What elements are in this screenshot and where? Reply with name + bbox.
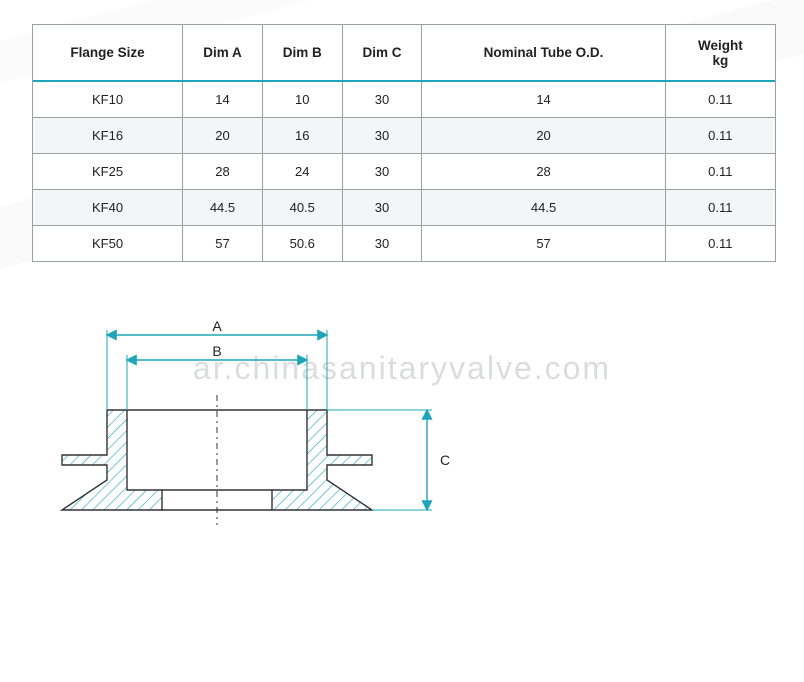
cell: 0.11 (665, 117, 775, 153)
cell: 28 (183, 153, 263, 189)
header-row: Flange Size Dim A Dim B Dim C Nominal Tu… (33, 25, 775, 81)
cell: 0.11 (665, 81, 775, 117)
dim-label-a: A (212, 318, 222, 334)
th-weight: Weightkg (665, 25, 775, 81)
th-flange-size: Flange Size (33, 25, 183, 81)
table-row: KF10 14 10 30 14 0.11 (33, 81, 775, 117)
th-dim-a: Dim A (183, 25, 263, 81)
cell: 0.11 (665, 189, 775, 225)
th-dim-c: Dim C (342, 25, 422, 81)
cell: 57 (183, 225, 263, 261)
cell: 20 (422, 117, 665, 153)
cell: 30 (342, 189, 422, 225)
cell: 0.11 (665, 153, 775, 189)
table-row: KF50 57 50.6 30 57 0.11 (33, 225, 775, 261)
cell: 14 (422, 81, 665, 117)
dim-label-c: C (440, 452, 450, 468)
cell: 44.5 (422, 189, 665, 225)
cell: KF16 (33, 117, 183, 153)
cell: 16 (262, 117, 342, 153)
table-row: KF16 20 16 30 20 0.11 (33, 117, 775, 153)
cell: KF50 (33, 225, 183, 261)
cell: 10 (262, 81, 342, 117)
spec-table-container: Flange Size Dim A Dim B Dim C Nominal Tu… (32, 24, 776, 262)
cell: 30 (342, 153, 422, 189)
cell: KF10 (33, 81, 183, 117)
spec-table: Flange Size Dim A Dim B Dim C Nominal Tu… (33, 25, 775, 261)
dim-label-b: B (212, 343, 221, 359)
spec-table-body: KF10 14 10 30 14 0.11 KF16 20 16 30 20 0… (33, 81, 775, 261)
th-dim-b: Dim B (262, 25, 342, 81)
th-nominal-od: Nominal Tube O.D. (422, 25, 665, 81)
cell: 40.5 (262, 189, 342, 225)
cell: 50.6 (262, 225, 342, 261)
cell: 44.5 (183, 189, 263, 225)
flange-diagram: A B C (32, 310, 462, 600)
cell: 24 (262, 153, 342, 189)
cell: KF40 (33, 189, 183, 225)
cell: 30 (342, 117, 422, 153)
cell: 20 (183, 117, 263, 153)
cell: 28 (422, 153, 665, 189)
cell: KF25 (33, 153, 183, 189)
cell: 14 (183, 81, 263, 117)
cell: 57 (422, 225, 665, 261)
cell: 30 (342, 81, 422, 117)
table-row: KF25 28 24 30 28 0.11 (33, 153, 775, 189)
table-row: KF40 44.5 40.5 30 44.5 0.11 (33, 189, 775, 225)
cell: 0.11 (665, 225, 775, 261)
cell: 30 (342, 225, 422, 261)
